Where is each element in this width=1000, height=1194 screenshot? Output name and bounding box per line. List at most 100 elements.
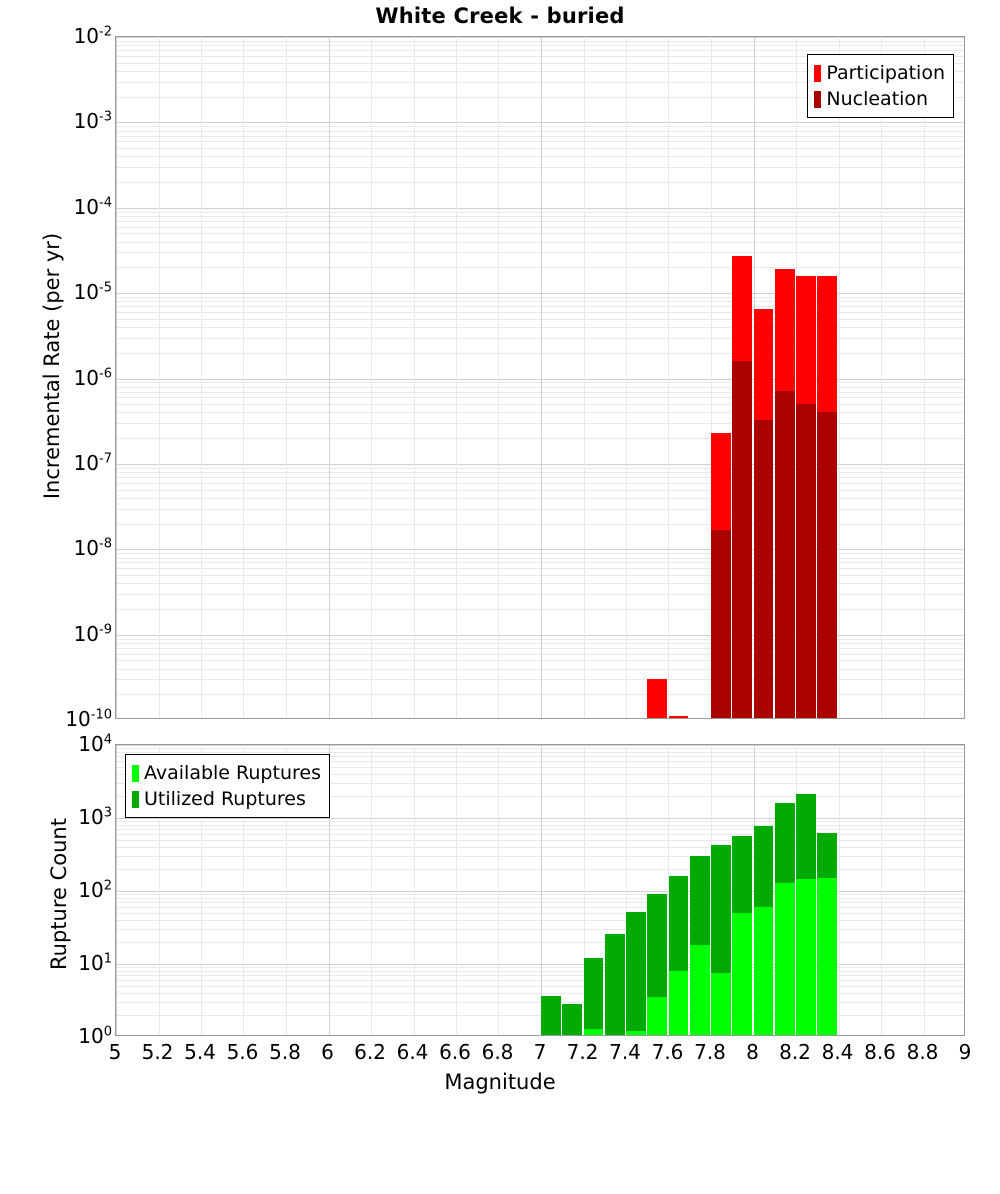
bar-group <box>774 745 795 1035</box>
y-tick-label: 10-10 <box>65 707 112 731</box>
y-tick-label: 103 <box>78 805 112 829</box>
legend-swatch-icon <box>132 790 139 808</box>
gridline-horizontal <box>116 397 964 398</box>
bar-group <box>817 37 837 718</box>
legend-swatch-icon <box>132 764 139 782</box>
bottom-y-axis-ticks: 104 103 102 101 100 <box>0 732 112 1048</box>
gridline-horizontal <box>116 609 964 610</box>
gridline-vertical <box>881 745 882 1035</box>
x-tick-label: 7.2 <box>566 1040 599 1064</box>
gridline-vertical <box>329 37 330 718</box>
bar-segment-utilized-ruptures <box>711 973 731 1035</box>
x-tick-label: 5.2 <box>141 1040 174 1064</box>
bar-segment-nucleation <box>711 529 731 718</box>
x-tick-label: 8.2 <box>779 1040 811 1064</box>
gridline-horizontal <box>116 509 964 510</box>
gridline-horizontal <box>116 319 964 320</box>
gridline-vertical <box>286 745 287 1035</box>
gridline-horizontal <box>116 141 964 142</box>
y-tick-label: 10-5 <box>73 280 112 305</box>
gridline-horizontal <box>116 122 964 123</box>
bar-group <box>689 745 710 1035</box>
gridline-horizontal <box>116 986 964 987</box>
gridline-horizontal <box>116 796 964 797</box>
bar-group <box>732 37 752 718</box>
gridline-horizontal <box>116 312 964 313</box>
gridline-vertical <box>881 37 882 718</box>
gridline-horizontal <box>116 993 964 994</box>
gridline-horizontal <box>116 306 964 307</box>
y-tick-label: 102 <box>78 878 112 902</box>
gridline-horizontal <box>116 583 964 584</box>
y-tick-label: 10-9 <box>73 621 112 646</box>
legend-item: Nucleation <box>814 86 945 112</box>
bar-group <box>668 745 689 1035</box>
gridline-horizontal <box>116 913 964 914</box>
legend-label: Available Ruptures <box>144 761 321 784</box>
gridline-horizontal <box>116 643 964 644</box>
gridline-horizontal <box>116 379 964 380</box>
bar-group <box>541 745 561 1035</box>
legend-label: Participation <box>826 61 945 84</box>
y-tick-label: 101 <box>78 951 112 975</box>
gridline-horizontal <box>116 156 964 157</box>
y-tick-label: 10-2 <box>73 24 112 48</box>
bar-segment-available-ruptures <box>562 1004 582 1035</box>
gridline-horizontal <box>116 1015 964 1016</box>
gridline-horizontal <box>116 679 964 680</box>
gridline-horizontal <box>116 856 964 857</box>
gridline-vertical <box>201 37 202 718</box>
gridline-horizontal <box>116 1002 964 1003</box>
gridline-horizontal <box>116 660 964 661</box>
gridline-horizontal <box>116 767 964 768</box>
gridline-horizontal <box>116 894 964 895</box>
gridline-horizontal <box>116 50 964 51</box>
x-tick-label: 6.2 <box>354 1040 386 1064</box>
gridline-horizontal <box>116 829 964 830</box>
gridline-vertical <box>159 745 160 1035</box>
gridline-vertical <box>414 745 415 1035</box>
gridline-horizontal <box>116 562 964 563</box>
bar-group <box>647 745 667 1035</box>
gridline-vertical <box>541 37 542 718</box>
gridline-horizontal <box>116 825 964 826</box>
legend-label: Utilized Ruptures <box>144 787 306 810</box>
gridline-vertical <box>371 745 372 1035</box>
bar-segment-utilized-ruptures <box>796 879 816 1035</box>
x-tick-label: 8.8 <box>906 1040 939 1064</box>
x-tick-label: 5.6 <box>226 1040 259 1064</box>
bar-segment-utilized-ruptures <box>583 1028 604 1035</box>
gridline-horizontal <box>116 920 964 921</box>
bar-group <box>817 745 837 1035</box>
gridline-horizontal <box>116 136 964 137</box>
y-tick-label: 10-8 <box>73 536 112 561</box>
gridline-horizontal <box>116 212 964 213</box>
gridline-vertical <box>243 37 244 718</box>
gridline-horizontal <box>116 967 964 968</box>
bar-group <box>711 37 731 718</box>
gridline-horizontal <box>116 412 964 413</box>
x-axis-title: Magnitude <box>444 1070 556 1094</box>
gridline-horizontal <box>116 148 964 149</box>
gridline-horizontal <box>116 783 964 784</box>
legend-swatch-icon <box>814 64 822 82</box>
gridline-horizontal <box>116 483 964 484</box>
gridline-horizontal <box>116 267 964 268</box>
gridline-horizontal <box>116 752 964 753</box>
gridline-horizontal <box>116 208 964 209</box>
x-tick-label: 6.4 <box>396 1040 429 1064</box>
bar-segment-utilized-ruptures <box>774 882 795 1035</box>
gridline-horizontal <box>116 227 964 228</box>
gridline-horizontal <box>116 694 964 695</box>
gridline-horizontal <box>116 63 964 64</box>
gridline-horizontal <box>116 490 964 491</box>
x-tick-label: 6 <box>321 1040 334 1064</box>
gridline-vertical <box>414 37 415 718</box>
y-tick-label: 100 <box>78 1024 112 1048</box>
x-tick-label: 7 <box>533 1040 547 1064</box>
gridline-horizontal <box>116 568 964 569</box>
x-tick-label: 6.8 <box>481 1040 514 1064</box>
gridline-vertical <box>626 37 627 718</box>
gridline-vertical <box>668 37 669 718</box>
gridline-horizontal <box>116 975 964 976</box>
